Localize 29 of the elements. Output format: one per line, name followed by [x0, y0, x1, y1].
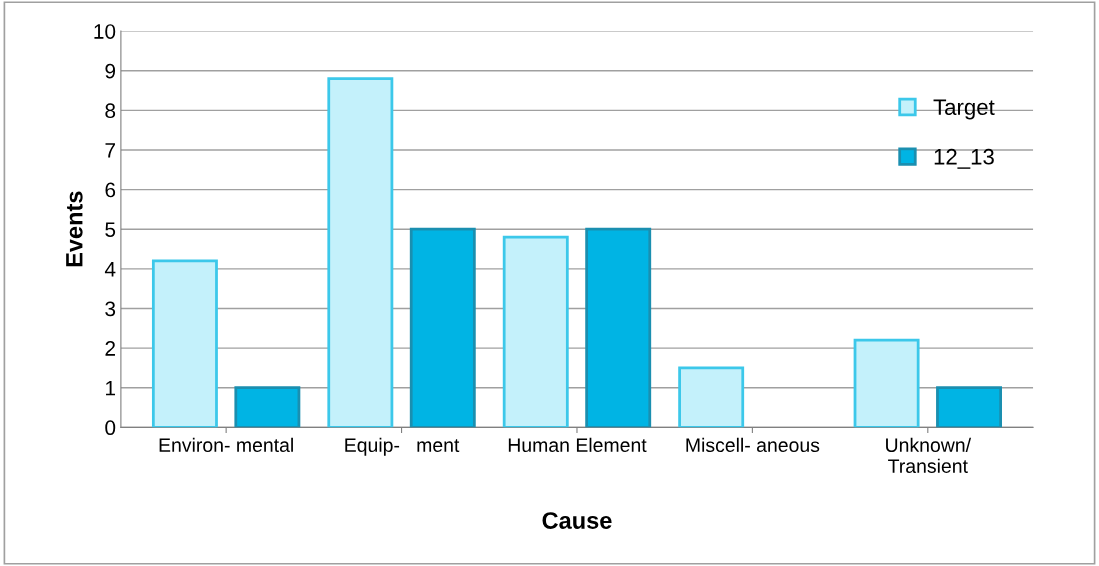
bar — [936, 386, 1002, 428]
y-tick-label: 2 — [105, 341, 115, 356]
x-axis-title: Cause — [542, 512, 612, 529]
y-tick-label: 6 — [105, 182, 116, 198]
bar — [409, 227, 476, 428]
y-tick-label: 8 — [105, 103, 116, 119]
y-tick-label: 1 — [106, 380, 116, 396]
y-axis-title: Events — [66, 191, 83, 267]
bar — [327, 77, 394, 428]
bar — [585, 227, 652, 428]
y-tick-label: 3 — [105, 301, 116, 317]
y-tick-label: 7 — [105, 143, 115, 158]
x-tick-label: Unknown/ Transient — [886, 437, 972, 473]
legend-label: Target — [933, 99, 995, 120]
x-tick-label: Human Element — [508, 437, 647, 453]
legend-label: 12_13 — [934, 148, 994, 169]
bar — [853, 338, 920, 428]
y-tick-label: 10 — [94, 24, 116, 39]
x-tick-label: Environ- mental — [159, 437, 293, 453]
bar — [151, 259, 218, 428]
bar — [678, 366, 745, 428]
bar — [502, 235, 569, 428]
y-tick-label: 4 — [104, 262, 116, 277]
y-tick-label: 9 — [105, 63, 116, 79]
x-tick-label: Miscell- aneous — [686, 437, 820, 453]
y-tick-label: 0 — [105, 420, 116, 436]
y-tick-label: 5 — [105, 222, 116, 237]
x-tick-label: Equip- ment — [345, 437, 460, 456]
bar — [234, 386, 301, 428]
